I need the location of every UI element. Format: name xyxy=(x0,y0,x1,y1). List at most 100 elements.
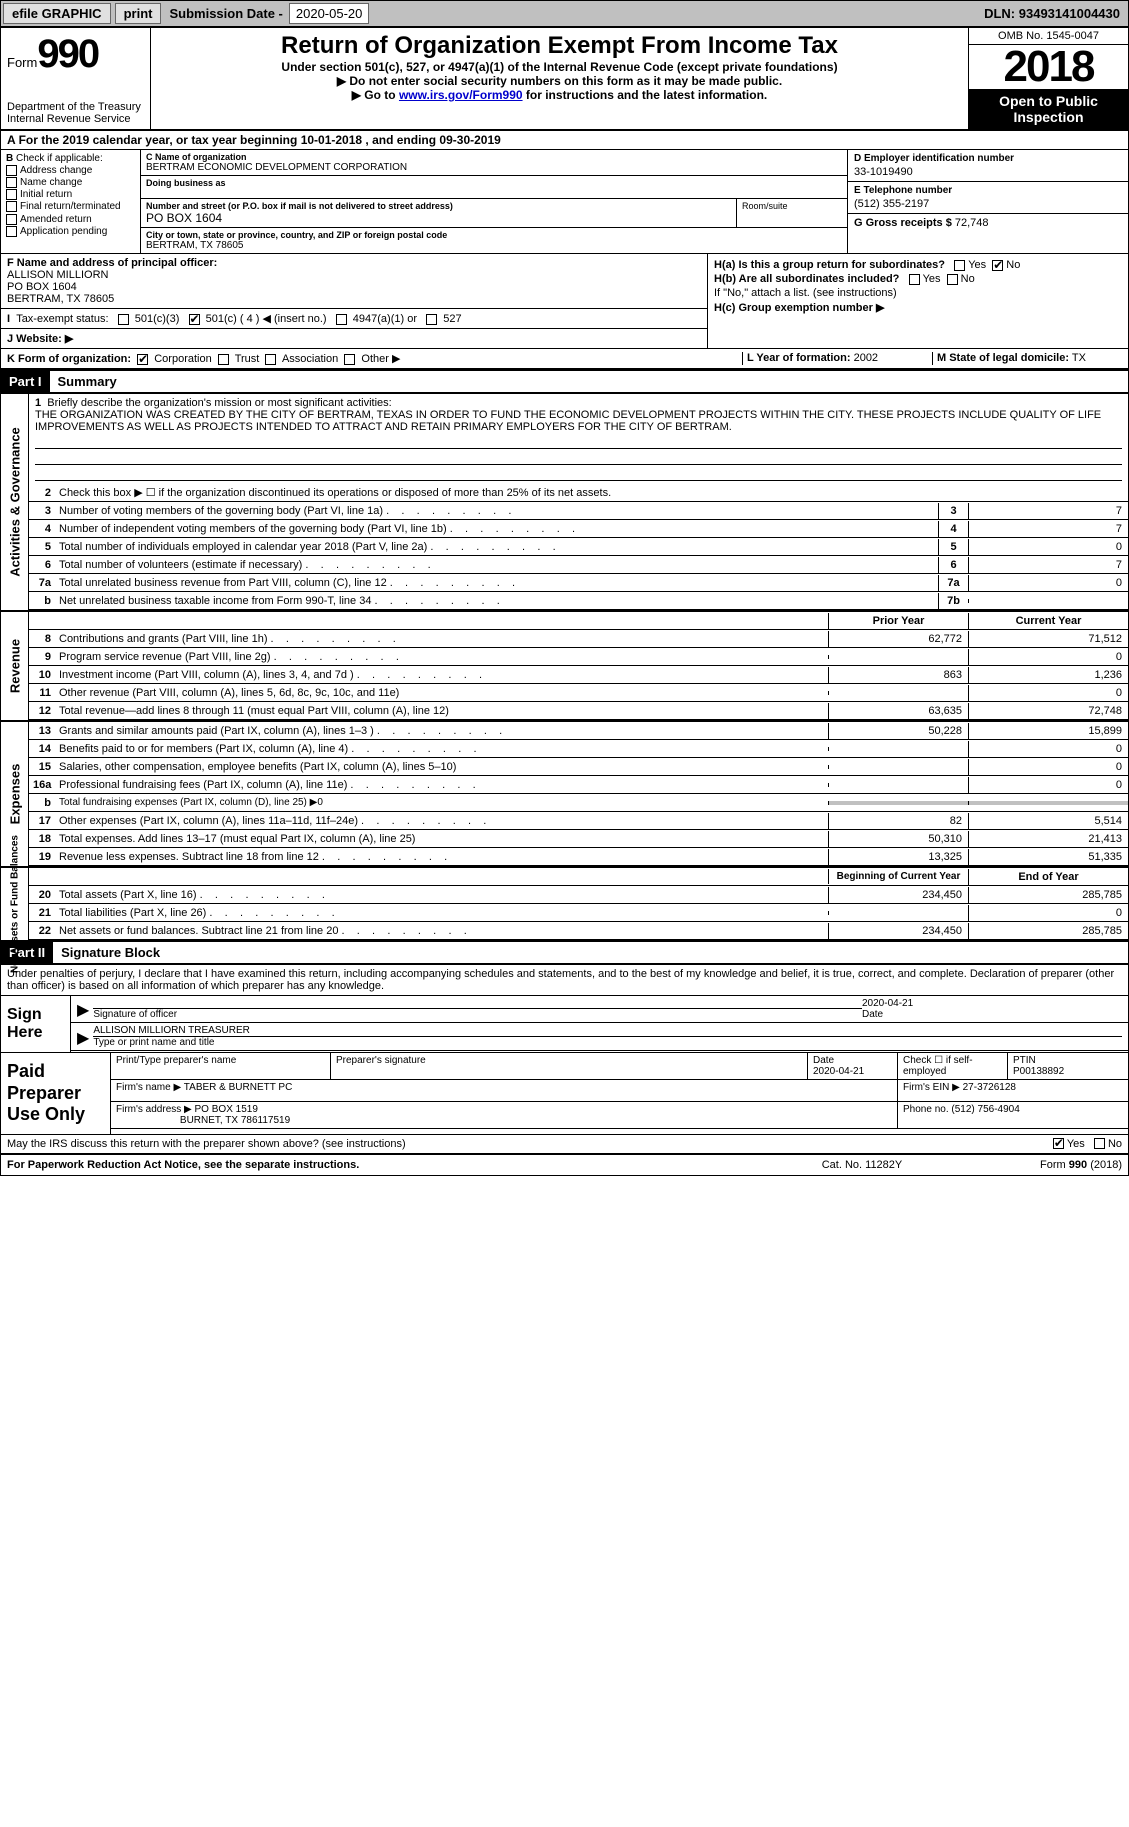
side-activities-governance: Activities & Governance xyxy=(7,427,22,577)
self-employed-check[interactable]: Check ☐ if self-employed xyxy=(898,1053,1008,1079)
revenue-section: Revenue Prior YearCurrent Year 8Contribu… xyxy=(1,612,1128,720)
line-10-curr: 1,236 xyxy=(968,667,1128,683)
form-ref: Form 990 (2018) xyxy=(962,1159,1122,1171)
org-name-label: C Name of organization xyxy=(146,152,842,162)
cb-association[interactable] xyxy=(265,354,276,365)
cb-527[interactable] xyxy=(426,314,437,325)
line-5-value: 0 xyxy=(968,539,1128,555)
cb-final-return[interactable]: Final return/terminated xyxy=(6,201,135,212)
hb-note: If "No," attach a list. (see instruction… xyxy=(714,287,1122,299)
officer-name-title: ALLISON MILLIORN TREASURER xyxy=(93,1025,250,1036)
dept-treasury: Department of the Treasury xyxy=(7,101,144,113)
line-9-prior xyxy=(828,655,968,659)
org-name: BERTRAM ECONOMIC DEVELOPMENT CORPORATION xyxy=(146,162,842,173)
discuss-row: May the IRS discuss this return with the… xyxy=(1,1134,1128,1153)
line-3-value: 7 xyxy=(968,503,1128,519)
print-button[interactable]: print xyxy=(115,3,162,24)
cb-application-pending[interactable]: Application pending xyxy=(6,226,135,237)
cb-501c[interactable] xyxy=(189,314,200,325)
officer-name: ALLISON MILLIORN xyxy=(7,269,108,281)
discuss-text: May the IRS discuss this return with the… xyxy=(7,1138,962,1150)
line-21-prior xyxy=(828,911,968,915)
preparer-sig-header: Preparer's signature xyxy=(331,1053,808,1079)
line-10-prior: 863 xyxy=(828,667,968,683)
line-20-curr: 285,785 xyxy=(968,887,1128,903)
cb-address-change[interactable]: Address change xyxy=(6,165,135,176)
name-title-label: Type or print name and title xyxy=(93,1037,214,1048)
line-18-prior: 50,310 xyxy=(828,831,968,847)
cb-other[interactable] xyxy=(344,354,355,365)
cb-4947[interactable] xyxy=(336,314,347,325)
hb-yes[interactable] xyxy=(909,274,920,285)
cb-501c3[interactable] xyxy=(118,314,129,325)
hb-no[interactable] xyxy=(947,274,958,285)
state-domicile: TX xyxy=(1072,352,1086,364)
form-header-title: Return of Organization Exempt From Incom… xyxy=(151,28,968,129)
sign-here-label: Sign Here xyxy=(1,996,71,1052)
section-c-name-address: C Name of organization BERTRAM ECONOMIC … xyxy=(141,150,848,253)
begin-year-header: Beginning of Current Year xyxy=(828,869,968,884)
line-6-text: Total number of volunteers (estimate if … xyxy=(55,557,938,573)
part-1-header: Part I Summary xyxy=(1,369,1128,394)
line-14-curr: 0 xyxy=(968,741,1128,757)
line-11-prior xyxy=(828,691,968,695)
end-year-header: End of Year xyxy=(968,869,1128,885)
efile-graphic-button[interactable]: efile GRAPHIC xyxy=(3,3,111,24)
section-i-tax-exempt: I Tax-exempt status: 501(c)(3) 501(c) ( … xyxy=(1,309,707,329)
phone-value: (512) 355-2197 xyxy=(854,198,1122,210)
form-title: Return of Organization Exempt From Incom… xyxy=(155,32,964,60)
line-8-curr: 71,512 xyxy=(968,631,1128,647)
line-22-prior: 234,450 xyxy=(828,923,968,939)
ha-yes[interactable] xyxy=(954,260,965,271)
line-4-text: Number of independent voting members of … xyxy=(55,521,938,537)
top-toolbar: efile GRAPHIC print Submission Date - 20… xyxy=(0,0,1129,27)
officer-city: BERTRAM, TX 78605 xyxy=(7,293,114,305)
preparer-date: 2020-04-21 xyxy=(813,1066,864,1077)
cb-corporation[interactable] xyxy=(137,354,148,365)
firm-address-2: BURNET, TX 786117519 xyxy=(180,1115,290,1126)
ein-value: 33-1019490 xyxy=(854,166,1122,178)
preparer-name-header: Print/Type preparer's name xyxy=(111,1053,331,1079)
cb-name-change[interactable]: Name change xyxy=(6,177,135,188)
line-9-curr: 0 xyxy=(968,649,1128,665)
line-18-text: Total expenses. Add lines 13–17 (must eq… xyxy=(55,831,828,847)
part-2-header: Part II Signature Block xyxy=(1,940,1128,965)
city-label: City or town, state or province, country… xyxy=(146,230,842,240)
line-20-prior: 234,450 xyxy=(828,887,968,903)
signature-date-label: Date xyxy=(862,1009,883,1020)
perjury-declaration: Under penalties of perjury, I declare th… xyxy=(1,965,1128,995)
line-8-text: Contributions and grants (Part VIII, lin… xyxy=(55,631,828,647)
net-assets-section: Net Assets or Fund Balances Beginning of… xyxy=(1,868,1128,940)
ha-no[interactable] xyxy=(992,260,1003,271)
paid-preparer-label: Paid Preparer Use Only xyxy=(1,1053,111,1134)
discuss-yes[interactable] xyxy=(1053,1138,1064,1149)
firm-name: TABER & BURNETT PC xyxy=(184,1082,293,1093)
line-19-text: Revenue less expenses. Subtract line 18 … xyxy=(55,849,828,865)
room-suite-label: Room/suite xyxy=(737,199,847,227)
dba-label: Doing business as xyxy=(146,178,842,188)
signature-date-value: 2020-04-21 xyxy=(862,998,913,1009)
cb-amended-return[interactable]: Amended return xyxy=(6,214,135,225)
section-j-website: J Website: ▶ xyxy=(1,329,707,348)
cb-trust[interactable] xyxy=(218,354,229,365)
form-header-right: OMB No. 1545-0047 2018 Open to PublicIns… xyxy=(968,28,1128,129)
section-d-e-g: D Employer identification number 33-1019… xyxy=(848,150,1128,253)
form-number: 990 xyxy=(37,32,98,76)
line-16b-text: Total fundraising expenses (Part IX, col… xyxy=(55,795,828,810)
gross-receipts-value: 72,748 xyxy=(955,217,989,229)
city-value: BERTRAM, TX 78605 xyxy=(146,240,842,251)
mission-text: THE ORGANIZATION WAS CREATED BY THE CITY… xyxy=(35,409,1101,433)
discuss-no[interactable] xyxy=(1094,1138,1105,1149)
line-7b-value xyxy=(968,599,1128,603)
line-16b-prior-grey xyxy=(828,801,968,805)
line-15-text: Salaries, other compensation, employee b… xyxy=(55,759,828,775)
tax-year: 2018 xyxy=(969,45,1128,89)
line-7a-value: 0 xyxy=(968,575,1128,591)
line-19-prior: 13,325 xyxy=(828,849,968,865)
tax-period-row: A For the 2019 calendar year, or tax yea… xyxy=(1,131,1128,150)
form-subtitle-3: Go to www.irs.gov/Form990 for instructio… xyxy=(155,88,964,102)
cb-initial-return[interactable]: Initial return xyxy=(6,189,135,200)
irs-link[interactable]: www.irs.gov/Form990 xyxy=(399,88,523,102)
prior-year-header: Prior Year xyxy=(828,613,968,629)
line-11-text: Other revenue (Part VIII, column (A), li… xyxy=(55,685,828,701)
